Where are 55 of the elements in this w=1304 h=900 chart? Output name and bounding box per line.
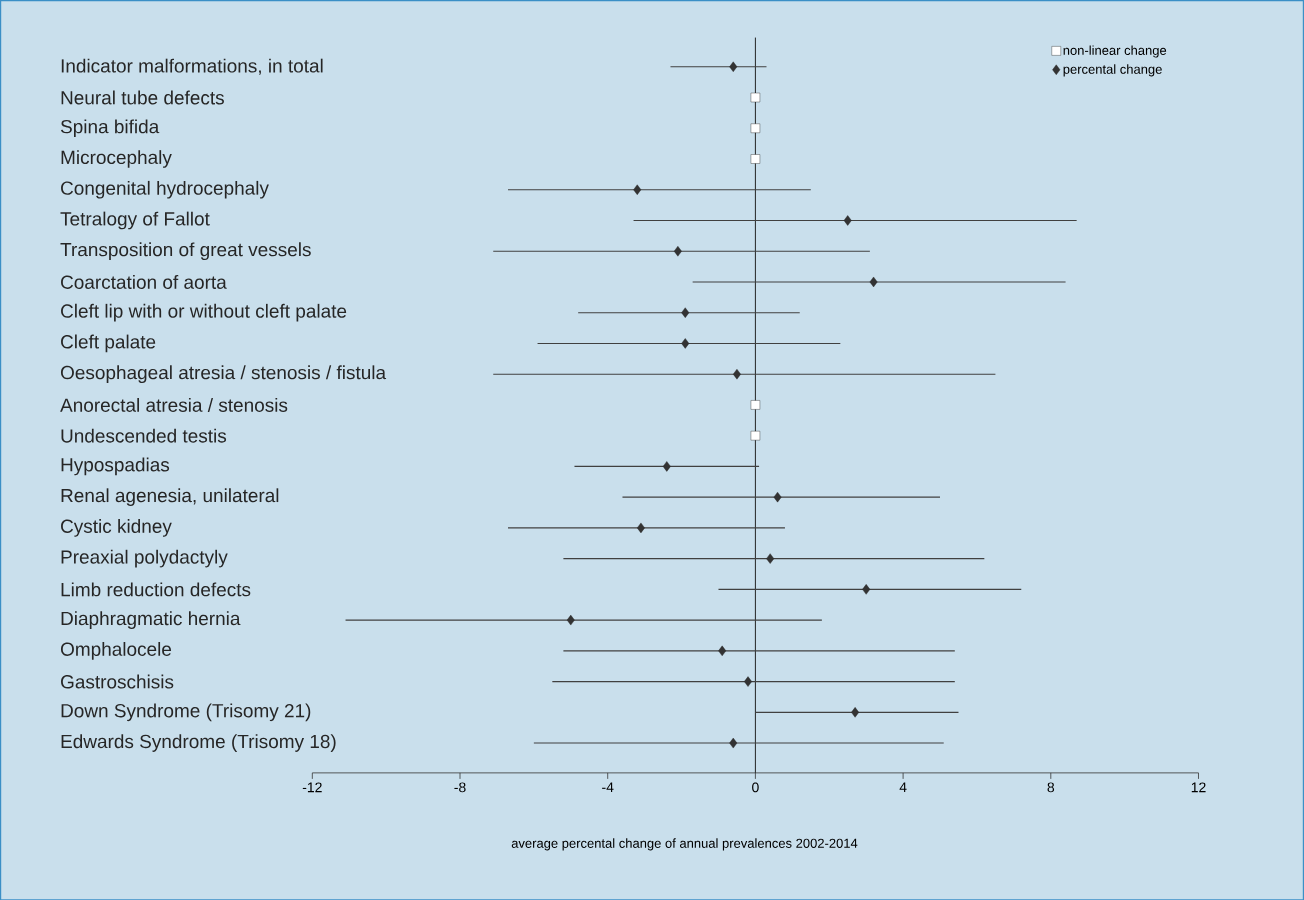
- point: [662, 461, 671, 472]
- y-tick-label: Renal agenesia, unilateral: [61, 488, 279, 506]
- y-tick-label: Edwards Syndrome (Trisomy 18): [61, 734, 336, 752]
- x-tick-label: 12: [1191, 782, 1206, 792]
- point: [766, 553, 775, 564]
- point: [633, 184, 642, 195]
- x-tick-label: -8: [454, 782, 466, 793]
- x-tick-label: 4: [899, 782, 907, 792]
- point: [637, 522, 645, 533]
- y-tick-label: Coarctation of aorta: [61, 274, 227, 289]
- x-tick-label: 0: [752, 782, 759, 793]
- x-tick-label: -4: [602, 782, 614, 792]
- y-tick-label: Gastroschisis: [61, 674, 174, 689]
- y-tick-label: Transposition of great vessels: [60, 242, 311, 260]
- point: [843, 215, 852, 226]
- y-tick-label: Diaphragmatic hernia: [61, 611, 241, 629]
- point: [862, 584, 871, 595]
- legend-label: percental change: [1063, 64, 1162, 77]
- y-tick-label: Neural tube defects: [61, 90, 224, 105]
- y-tick-label: Undescended testis: [61, 428, 227, 443]
- x-axis-title: average percental change of annual prevalences 2002-2014: [511, 838, 858, 851]
- x-tick-label: -12: [302, 782, 322, 792]
- point: [750, 123, 761, 133]
- legend-label: non-linear change: [1063, 45, 1167, 58]
- point: [681, 338, 690, 349]
- y-tick-label: Anorectal atresia / stenosis: [60, 397, 288, 412]
- y-tick-label: Cleft lip with or without cleft palate: [61, 303, 347, 322]
- point: [750, 154, 761, 164]
- point: [773, 491, 782, 503]
- y-tick-label: Indicator malformations, in total: [61, 58, 323, 75]
- point: [673, 245, 682, 257]
- y-tick-label: Preaxial polydactyly: [61, 549, 228, 568]
- y-tick-label: Cystic kidney: [61, 518, 172, 537]
- point: [869, 276, 878, 287]
- y-tick-label: Cleft palate: [61, 334, 156, 353]
- point: [729, 737, 738, 749]
- point: [851, 706, 860, 718]
- y-tick-label: Microcephaly: [61, 149, 172, 168]
- y-tick-label: Congenital hydrocephaly: [61, 180, 269, 199]
- point: [750, 400, 761, 410]
- y-tick-label: Oesophageal atresia / stenosis / fistula: [60, 365, 387, 383]
- y-tick-label: Hypospadias: [61, 457, 170, 476]
- y-tick-label: Spina bifida: [60, 119, 160, 137]
- point: [718, 645, 727, 656]
- point: [729, 61, 738, 72]
- point: [750, 92, 761, 103]
- x-tick-label: 8: [1047, 782, 1055, 793]
- y-tick-label: Tetralogy of Fallot: [60, 211, 210, 230]
- point: [744, 676, 752, 687]
- y-tick-label: Omphalocele: [60, 641, 172, 660]
- point: [750, 430, 761, 441]
- point: [566, 614, 575, 626]
- y-tick-label: Limb reduction defects: [61, 582, 251, 597]
- y-tick-label: Down Syndrome (Trisomy 21): [61, 703, 311, 721]
- point: [681, 307, 690, 318]
